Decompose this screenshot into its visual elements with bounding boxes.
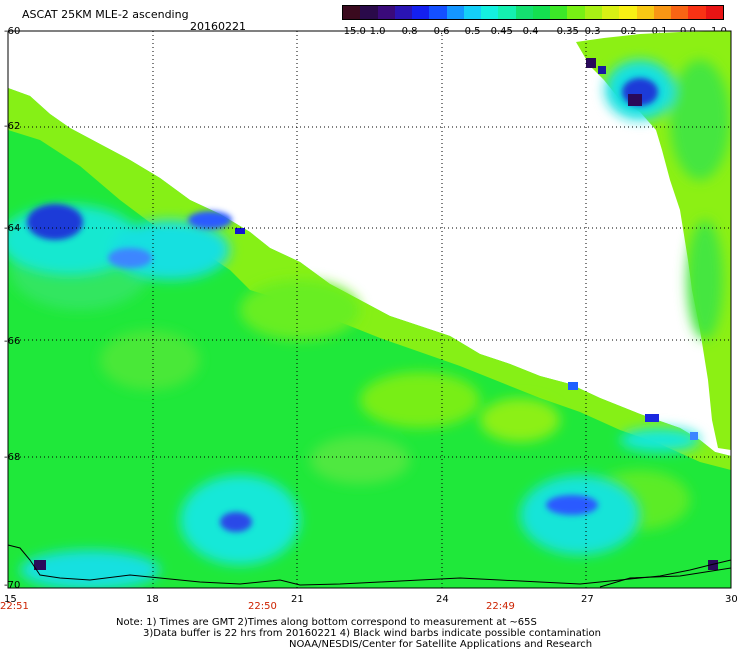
longitude-label: 18 [146,594,159,605]
colorbar-swatch [463,6,482,19]
product-date: 20160221 [190,20,246,33]
longitude-label: 27 [581,594,594,605]
colorbar-swatch [515,6,533,19]
colorbar-swatch [360,6,378,19]
latitude-label: -64 [4,223,21,234]
colorbar-swatch [377,6,395,19]
blue-cores [27,204,598,532]
colorbar-swatch [429,6,447,19]
colorbar-swatch [550,6,568,19]
longitude-label: 21 [291,594,304,605]
latitude-label: -66 [4,336,21,347]
product-title: ASCAT 25KM MLE-2 ascending [22,8,189,21]
time-label: 22:50 [248,601,277,612]
longitude-label: 15 [4,594,17,605]
latitude-label: -68 [4,452,21,463]
time-label: 22:51 [0,601,29,612]
colorbar-swatch [446,6,464,19]
grid-lines [8,31,731,588]
longitude-label: 30 [725,594,738,605]
latitude-label: -70 [4,580,21,591]
colorbar-swatch [498,6,516,19]
colorbar-swatch [601,6,620,19]
colorbar-swatch [394,6,413,19]
colorbar-swatch [343,6,361,19]
colorbar-swatch [532,6,551,19]
colorbar-swatch [567,6,585,19]
latitude-label: -62 [4,121,21,132]
colorbar-swatch [705,6,723,19]
note-line-1: Note: 1) Times are GMT 2)Times along bot… [116,617,537,628]
colorbar-swatch [584,6,602,19]
colorbar-swatch [412,6,430,19]
colorbar-swatch [688,6,706,19]
swath-data [8,31,731,588]
plot-frame [7,30,732,589]
colorbar-swatch [671,6,689,19]
colorbar [342,5,724,20]
colorbar-swatch [481,6,499,19]
longitude-label: 24 [436,594,449,605]
note-line-3: NOAA/NESDIS/Center for Satellite Applica… [289,639,593,650]
note-line-2: 3)Data buffer is 22 hrs from 20160221 4)… [143,628,601,639]
latitude-label: -60 [4,26,21,37]
colorbar-swatch [653,6,672,19]
colorbar-swatch [636,6,654,19]
time-label: 22:49 [486,601,515,612]
colorbar-swatch [619,6,637,19]
